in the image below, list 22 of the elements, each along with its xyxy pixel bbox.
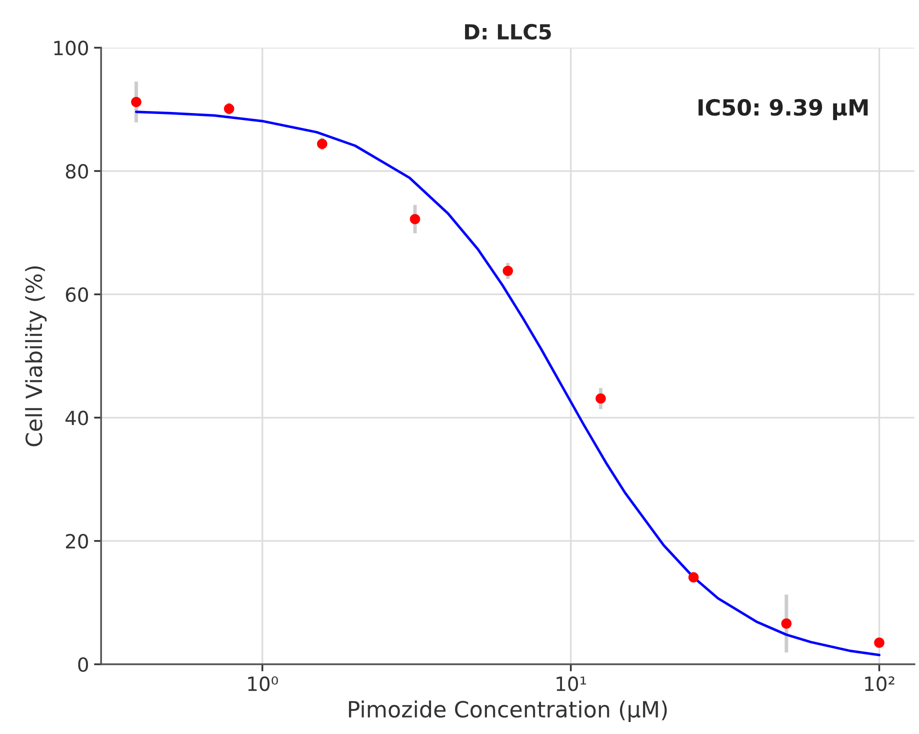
- y-tick-label: 20: [66, 534, 88, 549]
- point: [224, 104, 234, 114]
- y-axis-title: Cell Viability (%): [25, 266, 47, 446]
- annotation: IC50: 9.39 μM: [698, 98, 868, 120]
- point: [596, 393, 606, 404]
- y-tick-label: 0: [78, 657, 88, 672]
- x-axis-title: Pimozide Concentration (μM): [348, 700, 667, 722]
- point: [502, 266, 514, 276]
- x-tick-label: 10¹: [556, 676, 586, 692]
- y-tick-label: 40: [65, 410, 88, 426]
- x-tick-label: 10²: [865, 676, 894, 692]
- chart-title: D: LLC5: [465, 24, 551, 40]
- y-tick-label: 60: [66, 287, 88, 302]
- point: [131, 96, 142, 108]
- point: [410, 214, 420, 224]
- y-tick-label: 100: [54, 40, 88, 56]
- point: [781, 618, 792, 629]
- point: [874, 638, 884, 648]
- point: [317, 138, 328, 150]
- x-tick-label: 10⁰: [248, 676, 278, 692]
- y-tick-label: 80: [66, 164, 88, 179]
- point: [688, 572, 699, 582]
